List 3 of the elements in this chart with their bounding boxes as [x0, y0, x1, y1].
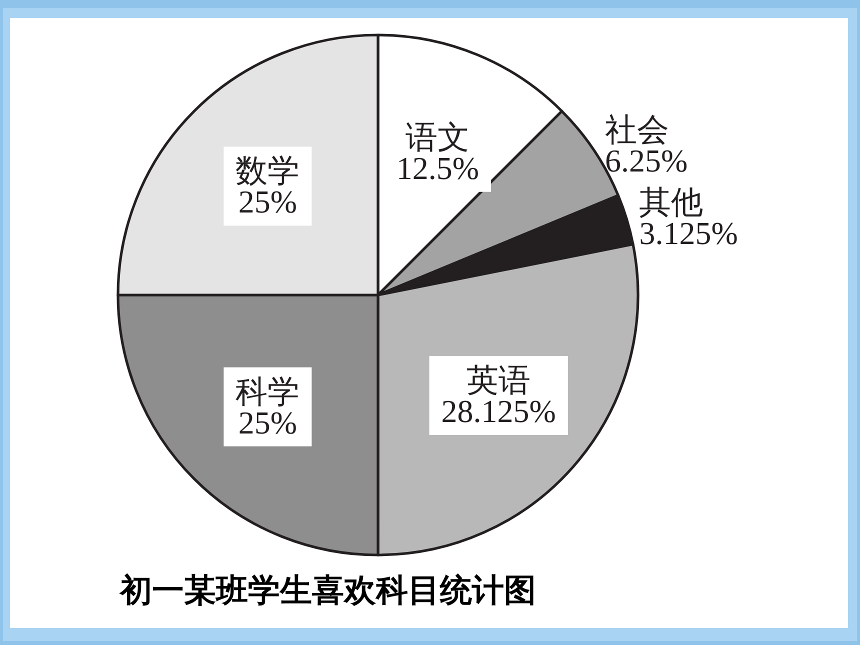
slice-label: 数学	[236, 152, 300, 189]
title: 初一某班学生喜欢科目统计图	[120, 571, 536, 609]
slice-label: 语文	[406, 118, 470, 155]
